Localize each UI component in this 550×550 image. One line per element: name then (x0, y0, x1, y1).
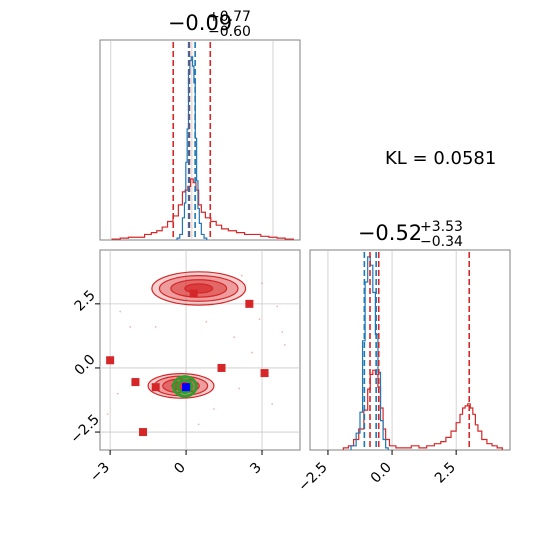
joint-xtick-label-2: 3 (247, 460, 265, 478)
joint-sample-dot-9 (283, 343, 286, 346)
right-xtick-label-2: 2.5 (432, 460, 459, 487)
joint-sample-dot-8 (250, 351, 253, 354)
right-hist-series-0 (342, 369, 503, 450)
joint-sample-dot-17 (197, 423, 200, 426)
right-hist-series-1 (350, 256, 389, 450)
joint-sample-dot-6 (119, 310, 122, 313)
joint-xtick-label-1: 0 (171, 460, 189, 478)
joint-point-8 (182, 383, 191, 392)
joint-sample-dot-2 (276, 305, 279, 308)
joint-green-contour-0 (171, 375, 198, 398)
joint-density-region-0-level-3 (184, 283, 214, 294)
joint-sample-dot-13 (205, 320, 208, 323)
joint-ytick-label-0: −2.5 (67, 412, 102, 447)
joint-sample-dot-7 (233, 336, 236, 339)
joint-green-contour-1 (176, 378, 194, 395)
joint-point-4 (260, 369, 269, 378)
top-title-sub: −0.60 (208, 24, 251, 40)
top-hist-series-0 (111, 178, 294, 240)
joint-sample-dot-10 (213, 408, 215, 410)
joint-ytick-label-2: 2.5 (72, 287, 99, 314)
top-hist-series-1 (176, 56, 208, 240)
joint-sample-dot-5 (129, 326, 132, 328)
joint-sample-dot-16 (106, 413, 109, 416)
right-marginal-frame (309, 249, 511, 451)
joint-sample-dot-1 (261, 282, 263, 285)
joint-point-7 (139, 428, 148, 437)
right-xtick-label-0: −2.5 (295, 460, 330, 495)
joint-point-0 (189, 289, 198, 298)
joint-ytick-label-1: 0.0 (72, 352, 99, 379)
joint-point-6 (151, 383, 160, 392)
joint-sample-dot-14 (154, 326, 157, 328)
top-title-main: −0.09 (168, 11, 232, 35)
top-marginal-title: −0.09 (168, 11, 232, 35)
joint-sample-dot-15 (271, 402, 274, 405)
joint-sample-dot-4 (281, 331, 284, 333)
right-marginal-layer: −2.5 0.0 2.5 (295, 250, 503, 495)
kl-annotation: KL = 0.0581 (385, 148, 496, 169)
right-title-sub: −0.34 (420, 234, 463, 250)
joint-sample-dot-3 (258, 318, 261, 321)
joint-sample-dot-12 (238, 387, 241, 390)
joint-sample-dot-11 (116, 392, 119, 395)
top-title-sup: +0.77 (208, 9, 251, 25)
joint-point-5 (131, 378, 140, 387)
right-xtick-label-1: 0.0 (368, 460, 395, 487)
top-marginal-frame (99, 39, 301, 241)
right-title-sup: +3.53 (420, 219, 463, 235)
joint-xtick-label-0: −3 (87, 460, 113, 486)
top-marginal-layer (110, 40, 294, 240)
joint-point-1 (245, 299, 254, 308)
joint-panel-frame (99, 249, 301, 451)
right-title-main: −0.52 (358, 221, 422, 245)
joint-point-2 (106, 356, 115, 365)
joint-point-3 (217, 363, 226, 372)
joint-sample-dot-0 (240, 274, 243, 277)
right-marginal-title: −0.52 (358, 221, 422, 245)
